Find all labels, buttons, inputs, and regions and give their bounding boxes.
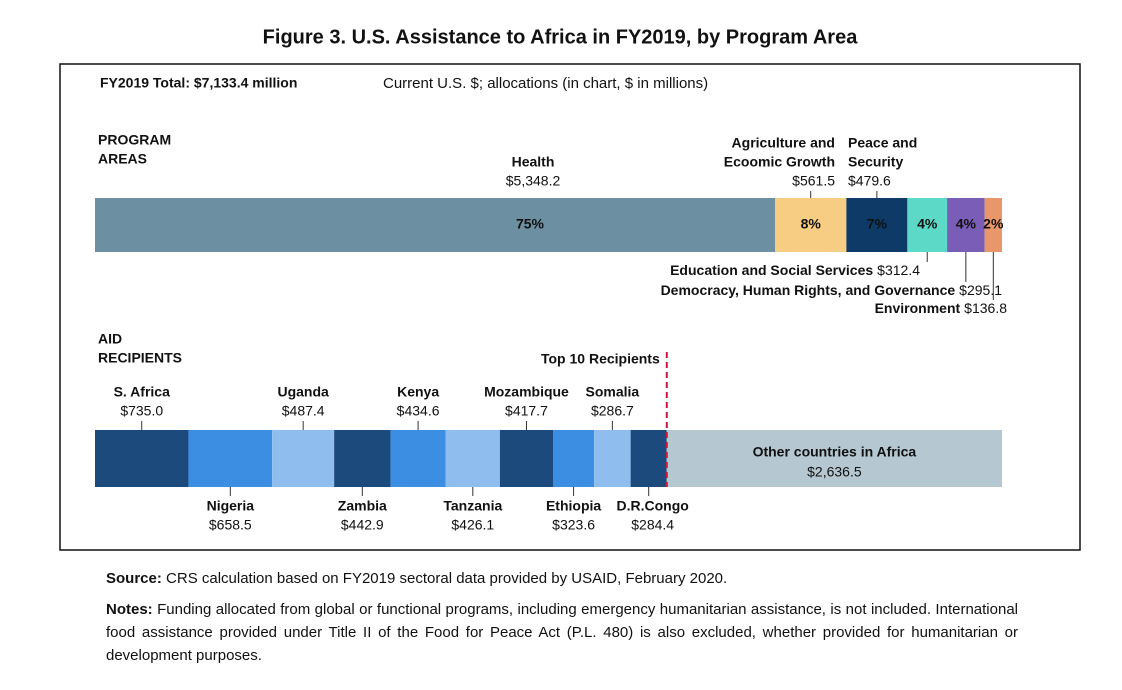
share-label: 8% xyxy=(801,216,822,232)
value-label: $658.5 xyxy=(209,517,252,533)
chart-title: Figure 3. U.S. Assistance to Africa in F… xyxy=(263,26,859,48)
bar-segment xyxy=(334,430,391,487)
value-label: $295.1 xyxy=(959,282,1002,298)
bar-segment xyxy=(666,430,1002,487)
value-label: $561.5 xyxy=(792,173,835,189)
share-label: 4% xyxy=(917,216,938,232)
value-label: $442.9 xyxy=(341,517,384,533)
bar-segment xyxy=(95,198,775,252)
value-label: $426.1 xyxy=(451,517,494,533)
segment-name: S. Africa xyxy=(114,384,170,400)
value-label: $286.7 xyxy=(591,403,634,419)
share-label: 7% xyxy=(867,216,888,232)
segment-name: Mozambique xyxy=(484,384,569,400)
bar-segment xyxy=(630,430,667,487)
bar-title: RECIPIENTS xyxy=(98,350,182,366)
bar-segment xyxy=(984,198,1002,252)
value-label: $479.6 xyxy=(848,173,891,189)
bar-segment xyxy=(594,430,631,487)
value-label: $312.4 xyxy=(877,262,920,278)
segment-name: Democracy, Human Rights, and Governance xyxy=(661,282,956,298)
bar-title: AID xyxy=(98,331,122,347)
segment-name: Environment xyxy=(875,300,961,316)
segment-label: Environment $136.8 xyxy=(875,300,1008,316)
bar-segment xyxy=(390,430,446,487)
value-label: $284.4 xyxy=(631,517,674,533)
segment-name: Security xyxy=(848,154,903,170)
segment-label: Democracy, Human Rights, and Governance $… xyxy=(661,282,1003,298)
bar-segment xyxy=(95,430,189,487)
segment-name: D.R.Congo xyxy=(617,498,689,514)
total: FY2019 Total: $7,133.4 million xyxy=(100,75,297,91)
value-label: $417.7 xyxy=(505,403,548,419)
bar-title: PROGRAM xyxy=(98,132,171,148)
value-label: $434.6 xyxy=(397,403,440,419)
segment-name: Health xyxy=(512,154,555,170)
share-label: 75% xyxy=(516,216,545,232)
source: Source: CRS calculation based on FY2019 … xyxy=(106,567,1018,590)
segment-name: Nigeria xyxy=(207,498,255,514)
value-label: $5,348.2 xyxy=(506,173,561,189)
segment-name: Ecoomic Growth xyxy=(724,154,835,170)
bar-segment xyxy=(907,198,948,252)
value-label: $323.6 xyxy=(552,517,595,533)
source-text: CRS calculation based on FY2019 sectoral… xyxy=(166,570,728,587)
segment-name: Education and Social Services xyxy=(670,262,873,278)
segment-name: Zambia xyxy=(338,498,387,514)
notes-text: Funding allocated from global or functio… xyxy=(106,601,1018,664)
bar-segment xyxy=(774,198,847,252)
bar-segment xyxy=(272,430,335,487)
segment-label: Education and Social Services $312.4 xyxy=(670,262,920,278)
bar-segment xyxy=(846,198,908,252)
annotation: Top 10 Recipients xyxy=(541,351,660,367)
segment-name: Somalia xyxy=(586,384,640,400)
bar-segment xyxy=(553,430,595,487)
notes: Notes: Funding allocated from global or … xyxy=(106,598,1018,667)
bar-segment xyxy=(947,198,985,252)
chart: Figure 3. U.S. Assistance to Africa in F… xyxy=(59,26,1081,551)
bar-segment xyxy=(499,430,554,487)
frame xyxy=(59,63,1081,551)
segment-name: Agriculture and xyxy=(732,135,835,151)
value-label: $735.0 xyxy=(120,403,163,419)
bar-segment xyxy=(445,430,500,487)
value-label: $2,636.5 xyxy=(807,464,862,480)
share-label: 2% xyxy=(983,216,1004,232)
units: Current U.S. $; allocations (in chart, $… xyxy=(383,75,708,92)
segment-name: Tanzania xyxy=(443,498,502,514)
segment-name: Other countries in Africa xyxy=(753,444,917,460)
value-label: $136.8 xyxy=(964,300,1007,316)
segment-name: Kenya xyxy=(397,384,439,400)
bar-segment xyxy=(188,430,273,487)
bar-title: AREAS xyxy=(98,151,147,167)
notes-label: Notes: xyxy=(106,601,153,618)
value-label: $487.4 xyxy=(282,403,325,419)
share-label: 4% xyxy=(956,216,977,232)
source-label: Source: xyxy=(106,570,162,587)
segment-name: Uganda xyxy=(277,384,329,400)
segment-name: Peace and xyxy=(848,135,917,151)
segment-name: Ethiopia xyxy=(546,498,601,514)
